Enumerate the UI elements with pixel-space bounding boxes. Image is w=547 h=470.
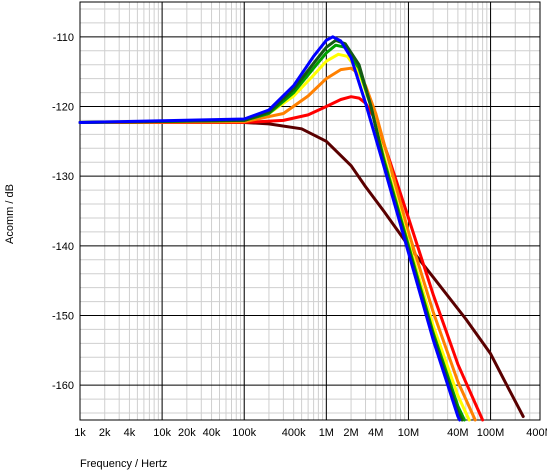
y-tick-label: -140 xyxy=(52,241,74,253)
x-tick-label: 1M xyxy=(319,427,334,439)
x-axis-tick-labels: 1k 2k 4k 10k 20k 40k 100k 400k 1M 2M 4M 10M 40M 100M 4… xyxy=(74,427,547,439)
x-tick-label: 2M xyxy=(343,427,358,439)
x-tick-label: 10k xyxy=(153,427,171,439)
x-tick-label: 1k xyxy=(74,427,86,439)
x-tick-label: 100k xyxy=(232,427,256,439)
x-tick-label: 4M xyxy=(368,427,383,439)
y-tick-label: -130 xyxy=(52,171,74,183)
x-tick-label: 40M xyxy=(447,427,468,439)
x-tick-label: 400M xyxy=(526,427,547,439)
plot-frame xyxy=(79,1,541,421)
y-axis-tick-labels: -110 -120 -130 -140 -150 -160 xyxy=(52,32,74,392)
x-tick-label: 20k xyxy=(178,427,196,439)
x-tick-label: 40k xyxy=(203,427,221,439)
x-tick-label: 10M xyxy=(398,427,419,439)
series-line-2 xyxy=(78,95,485,422)
y-axis-title: Acomm / dB xyxy=(4,184,16,244)
series-line-7 xyxy=(78,35,462,422)
series-line-1 xyxy=(78,121,525,418)
x-tick-label: 100M xyxy=(477,427,505,439)
y-tick-label: -110 xyxy=(53,32,74,44)
x-tick-label: 2k xyxy=(99,427,111,439)
x-tick-label: 400k xyxy=(282,427,306,439)
series-lines xyxy=(78,35,525,422)
x-tick-label: 4k xyxy=(124,427,136,439)
x-axis-title: Frequency / Hertz xyxy=(80,458,167,470)
y-tick-label: -150 xyxy=(52,311,74,323)
y-tick-label: -160 xyxy=(52,380,74,392)
y-tick-label: -120 xyxy=(52,102,74,114)
